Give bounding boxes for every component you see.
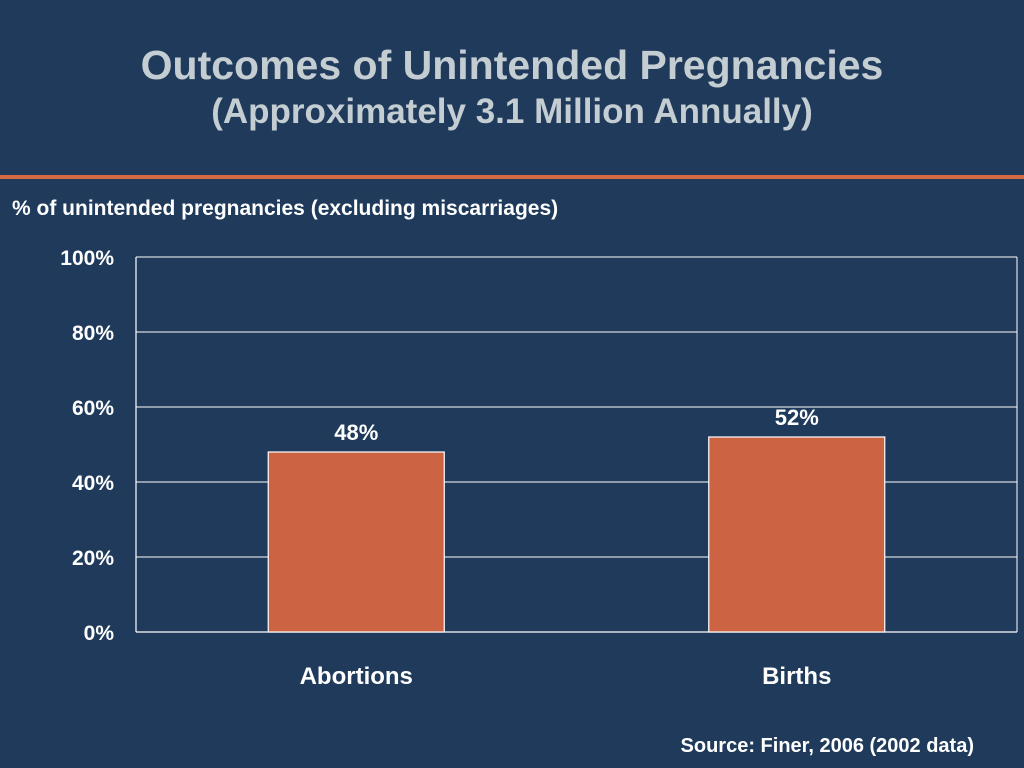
y-tick-label: 60%: [72, 397, 114, 420]
y-tick-label: 0%: [84, 622, 115, 645]
bar: [267, 451, 445, 633]
y-tick-label: 100%: [60, 247, 114, 270]
title-line-2: (Approximately 3.1 Million Annually): [211, 92, 813, 131]
source-note: Source: Finer, 2006 (2002 data): [680, 735, 974, 757]
title-divider: [0, 175, 1024, 179]
data-label: 52%: [775, 405, 819, 430]
slide-title: Outcomes of Unintended Pregnancies (Appr…: [0, 40, 1024, 134]
bar: [708, 436, 886, 633]
title-line-1: Outcomes of Unintended Pregnancies: [140, 42, 884, 88]
y-tick-label: 40%: [72, 472, 114, 495]
x-category-label: Births: [762, 663, 831, 690]
x-category-label: Abortions: [300, 663, 413, 690]
chart-subtitle: % of unintended pregnancies (excluding m…: [12, 197, 559, 220]
data-label: 48%: [334, 420, 378, 445]
y-tick-label: 20%: [72, 547, 114, 570]
y-tick-label: 80%: [72, 322, 114, 345]
